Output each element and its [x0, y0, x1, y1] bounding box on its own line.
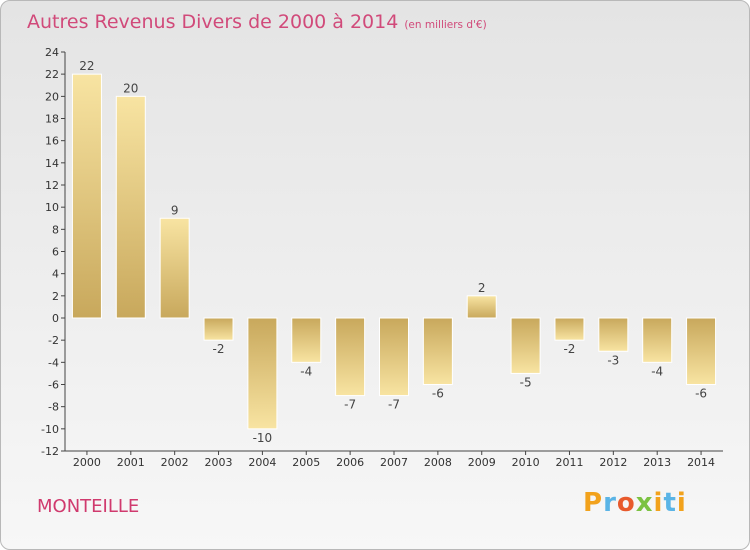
- y-tick-label: 20: [45, 90, 59, 103]
- bar: [686, 317, 717, 385]
- x-tick-label: 2005: [292, 456, 320, 469]
- x-tick-label: 2009: [468, 456, 496, 469]
- y-tick-label: 18: [45, 113, 59, 126]
- y-tick-label: 8: [52, 223, 59, 236]
- x-tick-label: 2014: [687, 456, 715, 469]
- data-label: -4: [300, 364, 312, 378]
- bar: [466, 295, 497, 319]
- logo-letter: r: [603, 488, 617, 518]
- data-label: -10: [253, 431, 273, 445]
- y-tick-label: 2: [52, 290, 59, 303]
- bar: [554, 317, 585, 341]
- y-tick-label: -8: [48, 401, 59, 414]
- bar: [203, 317, 234, 341]
- bar: [642, 317, 673, 363]
- proxiti-logo: Proxiti: [583, 488, 687, 518]
- x-tick-label: 2013: [643, 456, 671, 469]
- bar: [247, 317, 278, 430]
- x-tick-label: 2011: [555, 456, 583, 469]
- y-tick-label: 4: [52, 268, 59, 281]
- data-label: -6: [695, 387, 707, 401]
- data-label: 9: [171, 203, 179, 217]
- x-tick-label: 2006: [336, 456, 364, 469]
- commune-name: MONTEILLE: [37, 496, 140, 517]
- data-label: -4: [651, 364, 663, 378]
- logo-letter: i: [676, 488, 687, 518]
- data-label: 20: [123, 81, 138, 95]
- bar: [291, 317, 322, 363]
- y-tick-label: 0: [52, 312, 59, 325]
- y-tick-label: -6: [48, 379, 59, 392]
- logo-letter: o: [616, 488, 636, 518]
- bar: [422, 317, 453, 385]
- chart-title: Autres Revenus Divers de 2000 à 2014 (en …: [27, 11, 487, 33]
- bar: [159, 217, 190, 319]
- y-tick-label: 24: [45, 46, 59, 59]
- logo-letter: t: [663, 488, 677, 518]
- y-tick-label: 6: [52, 246, 59, 259]
- data-label: -6: [432, 387, 444, 401]
- logo-letter: i: [653, 488, 664, 518]
- bar: [335, 317, 366, 397]
- logo-letter: x: [635, 488, 654, 518]
- chart-title-text: Autres Revenus Divers de 2000 à 2014: [27, 11, 399, 33]
- y-tick-label: 12: [45, 179, 59, 192]
- x-tick-label: 2000: [73, 456, 101, 469]
- x-tick-label: 2008: [424, 456, 452, 469]
- x-tick-label: 2007: [380, 456, 408, 469]
- bar: [379, 317, 409, 397]
- x-tick-label: 2003: [205, 456, 233, 469]
- data-label: -2: [213, 342, 225, 356]
- data-label: 22: [79, 59, 94, 73]
- y-tick-label: 10: [45, 201, 59, 214]
- y-tick-label: -10: [41, 423, 59, 436]
- y-tick-label: -2: [48, 334, 59, 347]
- bar: [71, 73, 102, 319]
- y-tick-label: -4: [48, 356, 59, 369]
- logo-letter: P: [583, 488, 604, 518]
- bar: [510, 317, 541, 374]
- y-tick-label: 14: [45, 157, 59, 170]
- x-tick-label: 2012: [599, 456, 627, 469]
- y-tick-label: 16: [45, 135, 59, 148]
- data-label: -5: [520, 375, 532, 389]
- x-tick-label: 2001: [117, 456, 145, 469]
- data-label: -2: [563, 342, 575, 356]
- bar: [115, 95, 146, 319]
- data-label: -7: [388, 398, 400, 412]
- y-tick-label: -12: [41, 445, 59, 458]
- bar: [598, 317, 629, 352]
- data-label: -3: [607, 353, 619, 367]
- x-tick-label: 2004: [248, 456, 276, 469]
- data-label: -7: [344, 398, 356, 412]
- y-tick-label: 22: [45, 68, 59, 81]
- x-tick-label: 2010: [512, 456, 540, 469]
- chart-unit: (en milliers d'€): [404, 19, 487, 31]
- x-tick-label: 2002: [161, 456, 189, 469]
- data-label: 2: [478, 281, 486, 295]
